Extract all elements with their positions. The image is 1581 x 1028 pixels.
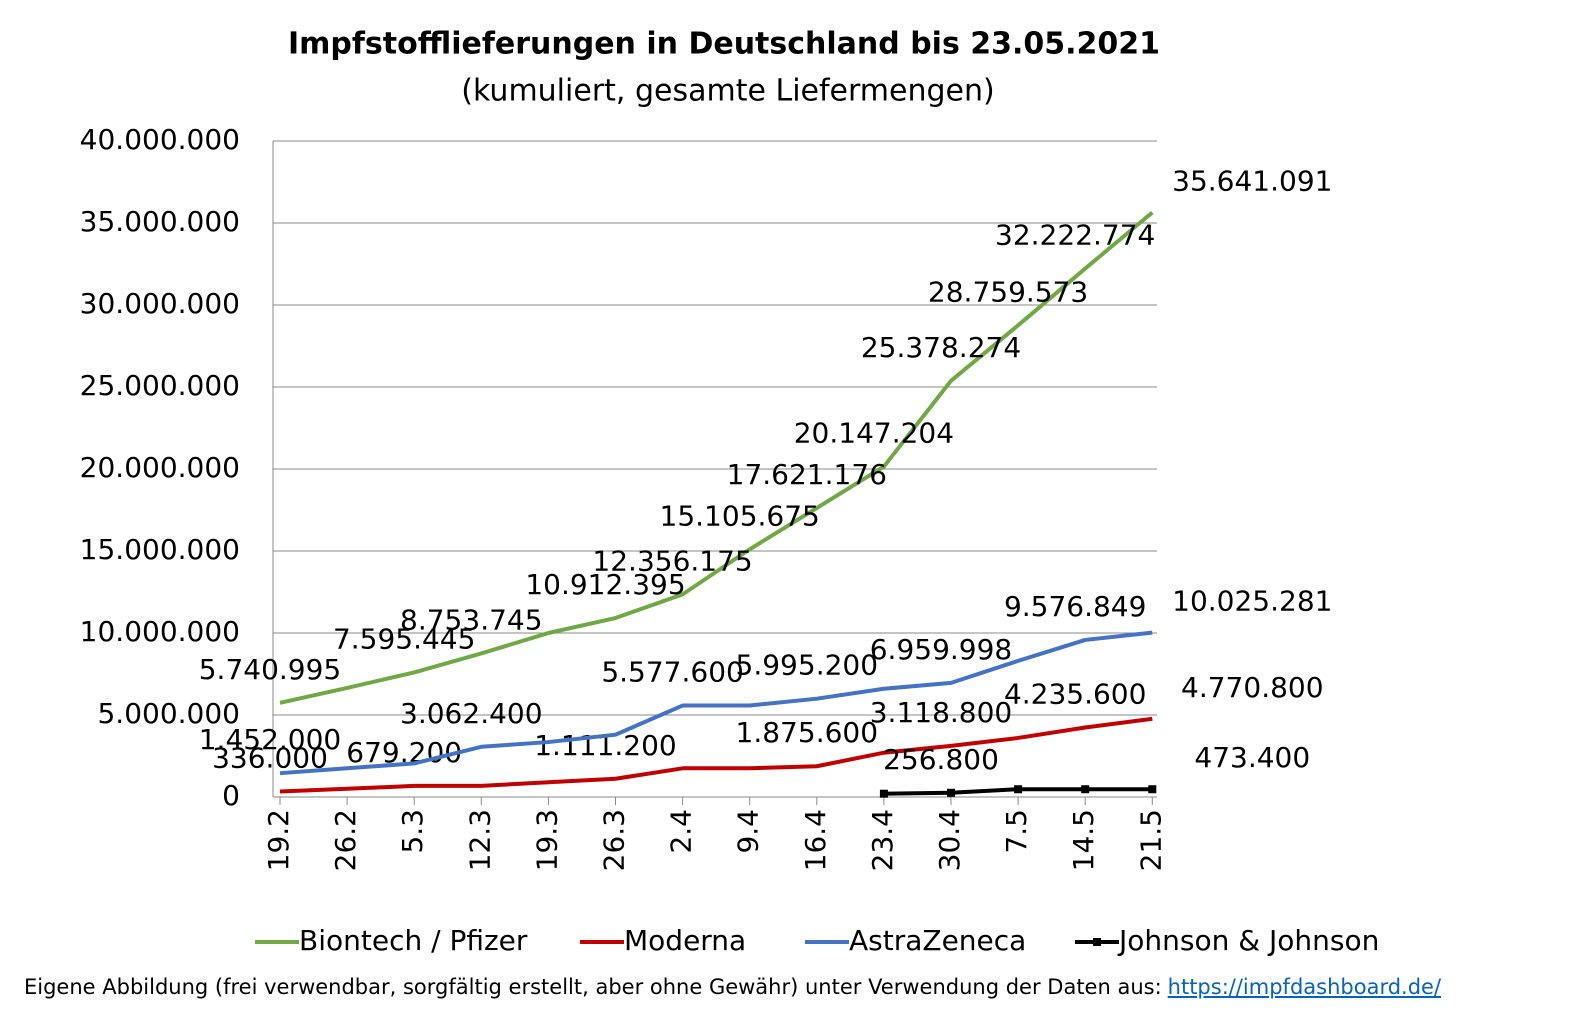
legend-marker [1093,938,1101,946]
y-tick-label: 40.000.000 [80,123,240,156]
y-tick-label: 0 [222,779,240,812]
x-tick-label: 21.5 [1134,809,1167,871]
x-tick-label: 7.5 [1000,809,1033,854]
y-tick-label: 20.000.000 [80,451,240,484]
series-line [279,210,1154,705]
data-label: 3.118.800 [870,696,1013,729]
y-tick-label: 10.000.000 [80,615,240,648]
series-line [279,630,1153,776]
point-marker [1081,785,1090,794]
source-link[interactable]: https://impfdashboard.de/ [1167,975,1442,999]
data-label: 7.595.445 [333,622,476,655]
y-tick-label: 25.000.000 [80,369,240,402]
y-tick-label: 30.000.000 [80,287,240,320]
data-label: 1.111.200 [534,729,677,762]
legend-label: Johnson & Johnson [1117,924,1379,957]
x-tick-label: 5.3 [396,809,429,854]
point-marker [947,788,955,797]
data-label: 6.959.998 [870,633,1013,666]
data-label: 4.235.600 [1004,678,1147,711]
data-label: 32.222.774 [995,219,1155,252]
x-tick-label: 19.2 [262,809,295,871]
data-label: 10.025.281 [1172,585,1332,618]
data-label: 4.770.800 [1181,671,1324,704]
x-tick-label: 19.3 [530,809,563,871]
data-label: 35.641.091 [1172,164,1332,197]
data-label: 15.105.675 [660,499,820,532]
point-marker [1014,785,1023,794]
x-tick-label: 16.4 [799,809,832,871]
legend-label: Moderna [624,924,746,957]
data-label: 1.875.600 [736,716,879,749]
data-label: 20.147.204 [794,417,954,450]
source-text: Eigene Abbildung (frei verwendbar, sorgf… [24,975,1162,999]
x-tick-label: 26.3 [598,809,631,871]
data-label: 336.000 [212,741,328,774]
series-line [279,716,1153,794]
x-tick-label: 12.3 [463,809,496,871]
y-tick-label: 5.000.000 [97,697,240,730]
x-tick-label: 30.4 [933,809,966,871]
legend-label: Biontech / Pfizer [299,924,528,957]
point-marker [1148,785,1157,794]
data-label: 1.452.000 [199,723,342,756]
point-marker [879,789,888,798]
data-label: 256.800 [883,743,999,776]
data-label: 3.062.400 [400,697,543,730]
data-label: 12.356.175 [592,544,752,577]
x-tick-label: 26.2 [329,809,362,871]
data-label: 5.577.600 [601,656,744,689]
x-tick-label: 23.4 [866,809,899,871]
source-note: Eigene Abbildung (frei verwendbar, sorgf… [24,975,1441,999]
chart: Impfstofflieferungen in Deutschland bis … [80,27,1380,958]
chart-title: Impfstofflieferungen in Deutschland bis … [288,27,1160,62]
y-tick-label: 15.000.000 [80,533,240,566]
data-label: 10.912.395 [525,568,685,601]
x-tick-label: 9.4 [732,809,765,854]
x-tick-label: 14.5 [1067,809,1100,871]
legend-label: AstraZeneca [849,924,1026,957]
y-tick-label: 35.000.000 [80,205,240,238]
data-label: 5.995.200 [736,649,879,682]
data-label: 5.740.995 [199,653,342,686]
data-label: 473.400 [1194,741,1310,774]
data-label: 8.753.745 [400,603,543,636]
chart-subtitle: (kumuliert, gesamte Liefermengen) [461,74,994,109]
x-tick-label: 2.4 [665,809,698,854]
data-label: 17.621.176 [727,458,887,491]
data-label: 9.576.849 [1004,590,1147,623]
data-label: 28.759.573 [928,275,1088,308]
data-label: 25.378.274 [861,331,1021,364]
